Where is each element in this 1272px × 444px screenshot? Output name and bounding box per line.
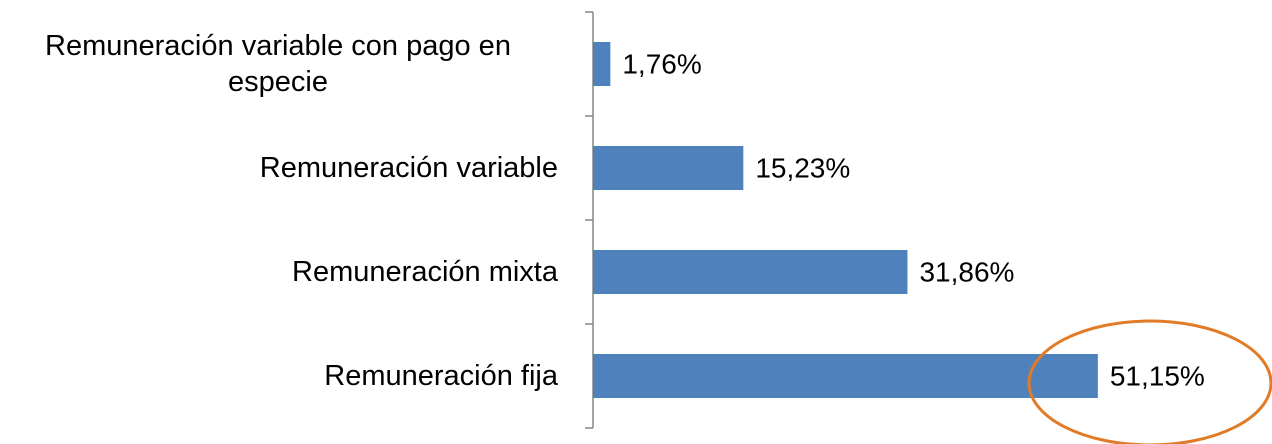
bar — [593, 146, 744, 190]
category-label: Remuneración variable — [259, 152, 558, 184]
bar — [593, 250, 908, 294]
category-label: Remuneración fija — [324, 360, 558, 392]
value-label: 31,86% — [919, 256, 1014, 287]
bar — [593, 354, 1098, 398]
category-label-box: Remuneración variable con pago en especi… — [0, 28, 558, 100]
category-label-box: Remuneración fija — [0, 358, 558, 394]
bar — [593, 42, 611, 86]
value-label: 51,15% — [1110, 360, 1205, 391]
category-label-box: Remuneración variable — [0, 150, 558, 186]
category-label: Remuneración mixta — [292, 256, 558, 288]
category-label: Remuneración variable con pago en especi… — [45, 30, 511, 98]
value-label: 15,23% — [755, 152, 850, 183]
category-label-box: Remuneración mixta — [0, 254, 558, 290]
value-label: 1,76% — [622, 48, 701, 79]
highlight-ellipse — [1027, 319, 1272, 444]
